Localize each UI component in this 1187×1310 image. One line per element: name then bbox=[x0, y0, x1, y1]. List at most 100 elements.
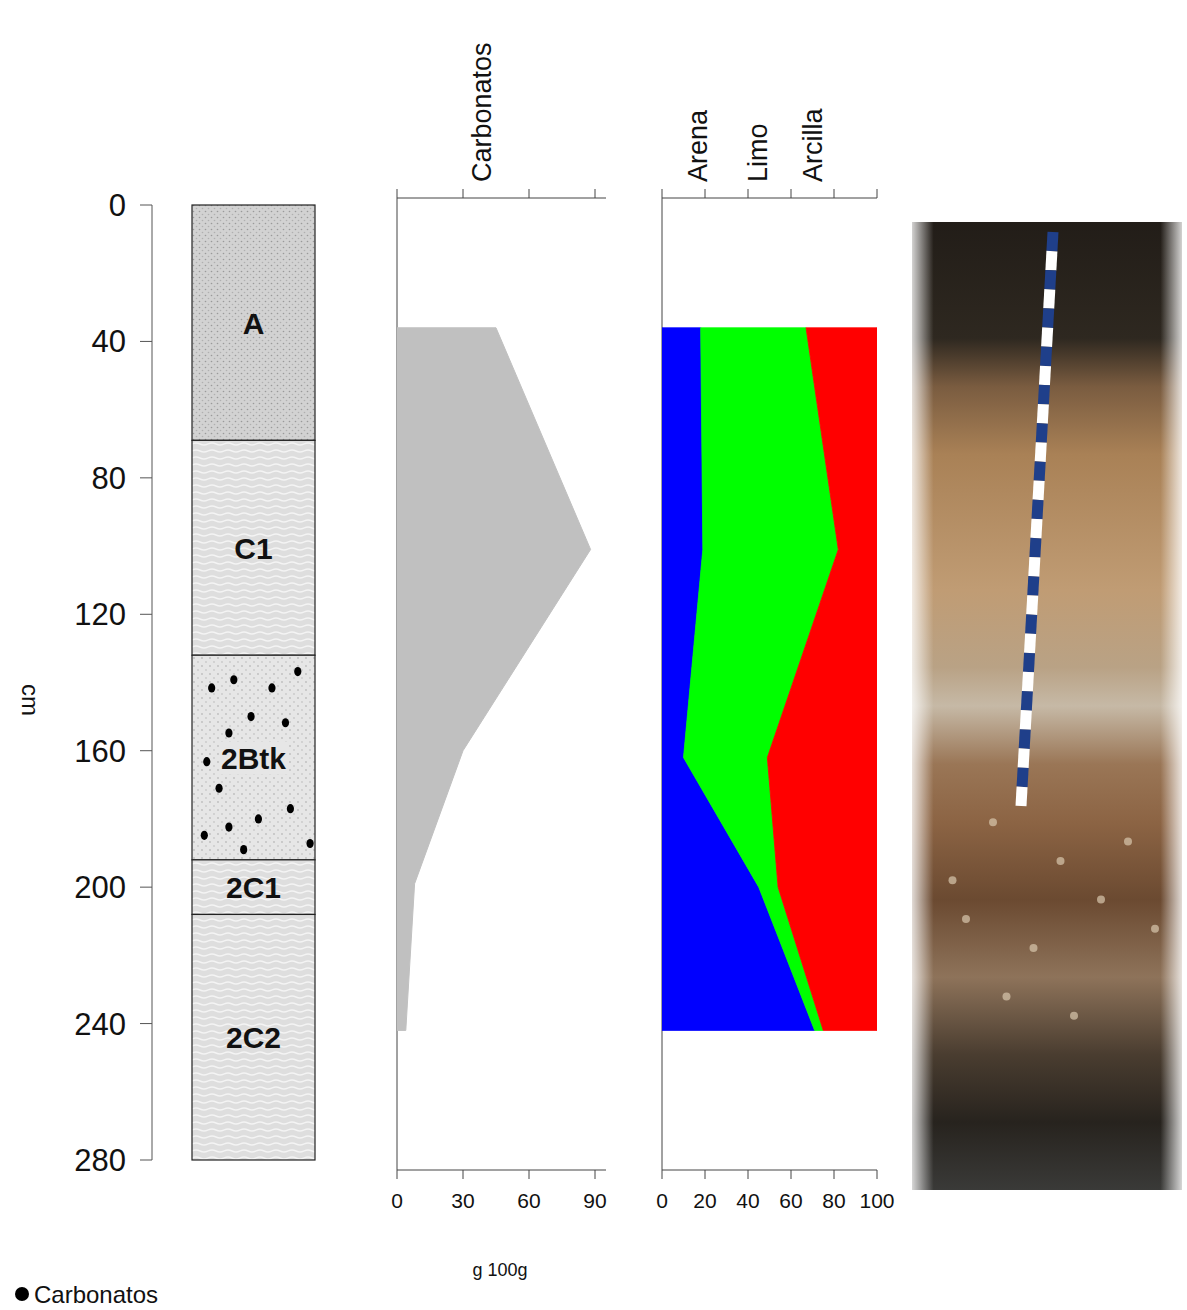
bottom-tick bbox=[529, 1170, 530, 1179]
top-tick bbox=[662, 189, 663, 198]
ruler-segment bbox=[1042, 404, 1043, 423]
ruler-segment bbox=[1039, 462, 1040, 481]
column-title: Arena bbox=[683, 109, 713, 182]
carbonate-nodule bbox=[225, 823, 232, 832]
depth-tick-label: 160 bbox=[74, 734, 126, 769]
ruler-segment bbox=[1033, 576, 1034, 595]
column-title: Carbonatos bbox=[467, 42, 497, 182]
bottom-axis-line bbox=[662, 1170, 877, 1171]
carbonate-nodule bbox=[225, 728, 232, 737]
x-tick-label: 0 bbox=[391, 1189, 403, 1212]
carbonate-nodule bbox=[255, 814, 262, 823]
x-tick-label: 100 bbox=[859, 1189, 894, 1212]
horizon bbox=[192, 914, 315, 1160]
horizon-label: C1 bbox=[234, 532, 272, 565]
depth-tick bbox=[140, 887, 152, 888]
x-axis-title: g 100g bbox=[472, 1260, 527, 1280]
horizon-label: 2C2 bbox=[226, 1021, 281, 1054]
bottom-axis-line bbox=[397, 1170, 606, 1171]
depth-tick bbox=[140, 614, 152, 615]
ruler-segment bbox=[1032, 596, 1033, 615]
bottom-tick bbox=[834, 1170, 835, 1179]
x-tick-label: 30 bbox=[451, 1189, 474, 1212]
top-tick bbox=[397, 189, 398, 198]
horizon bbox=[192, 205, 315, 440]
carbonate-nodule bbox=[203, 757, 210, 766]
depth-tick-label: 240 bbox=[74, 1007, 126, 1042]
depth-tick bbox=[140, 477, 152, 478]
bottom-tick bbox=[595, 1170, 596, 1179]
carbonate-nodule bbox=[230, 675, 237, 684]
legend-symbol bbox=[15, 1287, 29, 1301]
ruler-segment bbox=[1027, 672, 1028, 691]
depth-tick bbox=[140, 750, 152, 751]
horizon-label: 2Btk bbox=[221, 742, 286, 775]
x-tick-label: 20 bbox=[693, 1189, 716, 1212]
ruler-segment bbox=[1051, 251, 1052, 270]
ruler-segment bbox=[1046, 347, 1047, 366]
profile-photo bbox=[912, 222, 1182, 1190]
carbonate-nodule bbox=[208, 683, 215, 692]
top-tick bbox=[595, 189, 596, 198]
ruler-segment bbox=[1035, 538, 1036, 557]
carbonate-nodule bbox=[282, 718, 289, 727]
ruler-segment bbox=[1034, 557, 1035, 576]
texture-area bbox=[767, 328, 877, 1031]
top-axis-line bbox=[662, 198, 877, 199]
bottom-tick bbox=[791, 1170, 792, 1179]
ruler-segment bbox=[1030, 634, 1031, 653]
ruler-segment bbox=[1044, 366, 1045, 385]
ruler-segment bbox=[1052, 232, 1053, 251]
carbonate-nodule bbox=[215, 784, 222, 793]
carbonate-nodule bbox=[247, 712, 254, 721]
legend-label: Carbonatos bbox=[34, 1281, 158, 1308]
top-tick bbox=[834, 189, 835, 198]
depth-tick-label: 40 bbox=[92, 324, 126, 359]
top-tick bbox=[791, 189, 792, 198]
depth-tick-label: 80 bbox=[92, 461, 126, 496]
depth-axis-line bbox=[152, 205, 153, 1160]
carbonate-nodule bbox=[287, 804, 294, 813]
ruler-segment bbox=[1024, 729, 1025, 748]
ruler-segment bbox=[1025, 710, 1026, 729]
bottom-tick bbox=[397, 1170, 398, 1179]
x-tick-label: 40 bbox=[736, 1189, 759, 1212]
ruler-segment bbox=[1040, 442, 1041, 461]
ruler-segment bbox=[1036, 519, 1037, 538]
depth-tick-label: 0 bbox=[109, 188, 126, 223]
ruler-segment bbox=[1043, 385, 1044, 404]
x-tick-label: 60 bbox=[779, 1189, 802, 1212]
column-title: Limo bbox=[743, 123, 773, 182]
top-axis-line bbox=[397, 198, 606, 199]
carbonate-nodule bbox=[294, 667, 301, 676]
x-tick-label: 80 bbox=[822, 1189, 845, 1212]
ruler-segment bbox=[1037, 500, 1038, 519]
horizon bbox=[192, 440, 315, 655]
figure: 04080120160200240280cmAC12Btk2C12C203060… bbox=[0, 0, 1187, 1310]
plot-area bbox=[662, 328, 877, 1031]
ruler-segment bbox=[1022, 768, 1023, 787]
top-tick bbox=[463, 189, 464, 198]
bottom-tick bbox=[748, 1170, 749, 1179]
photo-fade bbox=[912, 222, 1182, 1190]
horizon bbox=[192, 655, 315, 860]
ruler-segment bbox=[1048, 309, 1049, 328]
depth-tick bbox=[140, 341, 152, 342]
carbonate-nodule bbox=[201, 831, 208, 840]
carbonate-nodule bbox=[268, 683, 275, 692]
bottom-tick bbox=[662, 1170, 663, 1179]
ruler-segment bbox=[1023, 749, 1024, 768]
plot-area bbox=[397, 328, 591, 1031]
ruler-segment bbox=[1031, 615, 1032, 634]
horizon-label: A bbox=[243, 307, 265, 340]
ruler-segment bbox=[1021, 787, 1022, 806]
depth-tick bbox=[140, 1160, 152, 1161]
ruler-segment bbox=[1041, 423, 1042, 442]
depth-tick-label: 280 bbox=[74, 1143, 126, 1178]
bottom-tick bbox=[877, 1170, 878, 1179]
top-tick bbox=[705, 189, 706, 198]
label-patch bbox=[219, 742, 288, 775]
carbonate-area bbox=[397, 328, 591, 1031]
column-title: Arcilla bbox=[798, 108, 828, 182]
carbonate-nodule bbox=[240, 845, 247, 854]
